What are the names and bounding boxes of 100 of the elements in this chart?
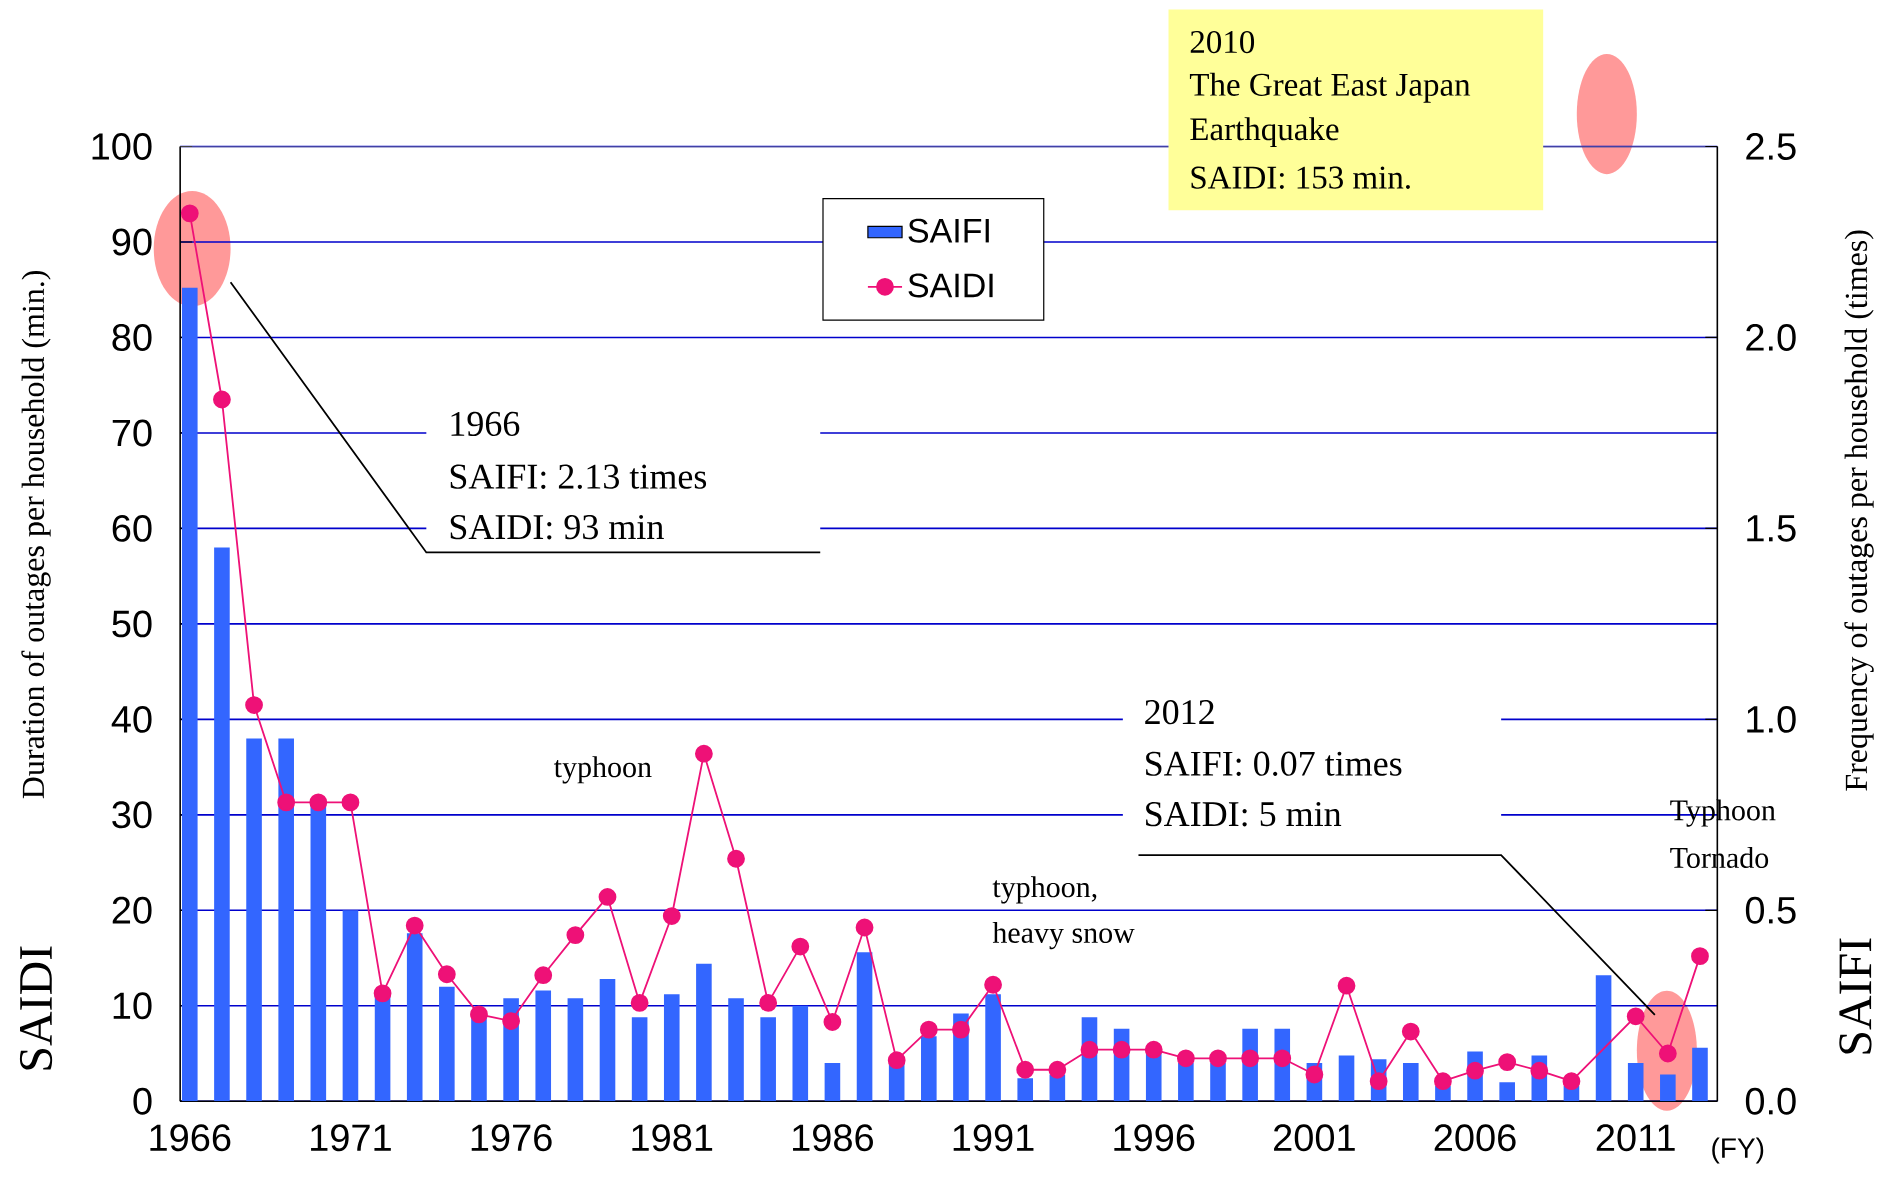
y-tick-label: 70: [112, 419, 152, 447]
annotation: 1966: [451, 411, 520, 437]
bar: [631, 1017, 648, 1102]
x-tick-label: 1986: [793, 1124, 873, 1152]
bar: [856, 952, 873, 1102]
y2-tick-label: 2.5: [1746, 133, 1796, 160]
point: [1530, 1061, 1549, 1080]
annotation: SAIFI: 2.13 times: [450, 464, 707, 489]
bar: [1595, 975, 1612, 1102]
point: [277, 793, 296, 812]
x-tick-label: 1996: [1114, 1124, 1195, 1152]
y-tick-label: 90: [112, 228, 152, 256]
bar: [471, 1017, 487, 1102]
bar: [214, 547, 230, 1102]
bar: [342, 910, 359, 1102]
point: [887, 1051, 906, 1070]
point: [919, 1020, 938, 1039]
x-tick-label: 1981: [632, 1124, 713, 1152]
x-tick-label: 1991: [953, 1124, 1034, 1152]
point: [1080, 1040, 1099, 1059]
bar: [1338, 1055, 1355, 1102]
point: [598, 888, 617, 906]
point: [470, 1005, 488, 1024]
bar: [760, 1017, 776, 1102]
annotation: 2012: [1145, 700, 1214, 725]
point: [373, 984, 392, 1003]
y-tick-label: 20: [112, 896, 152, 924]
point: [1337, 976, 1356, 995]
point: [759, 994, 778, 1012]
point: [1144, 1040, 1163, 1059]
point: [1466, 1061, 1484, 1080]
point: [791, 937, 810, 956]
bar: [181, 287, 198, 1102]
y-tick-label: 40: [111, 705, 152, 733]
x-axis-title: (FY): [1712, 1137, 1764, 1164]
bar: [663, 994, 680, 1102]
point: [1016, 1060, 1035, 1079]
y-tick-label: 0: [133, 1087, 152, 1115]
point: [1626, 1007, 1645, 1026]
annotation: SAIDI: 153 min.: [1191, 166, 1410, 189]
y-tick-label: 50: [112, 610, 152, 638]
point: [1176, 1049, 1195, 1068]
x-tick-label: 1966: [150, 1124, 231, 1152]
y2-tick-label: 1.0: [1747, 705, 1796, 733]
point: [952, 1020, 970, 1039]
bar: [278, 738, 294, 1102]
point: [1112, 1040, 1131, 1059]
point: [502, 1012, 520, 1030]
point: [534, 966, 553, 985]
point: [1401, 1022, 1420, 1041]
point: [1434, 1072, 1452, 1091]
annotation: typhoon,: [992, 876, 1097, 904]
bar: [1627, 1063, 1644, 1102]
y2-tick-label: 2.0: [1746, 324, 1796, 351]
y2-tick-label: 0.0: [1745, 1087, 1796, 1115]
bar: [567, 998, 584, 1102]
point: [309, 793, 328, 812]
annotation: Earthquake: [1190, 117, 1339, 148]
bar: [792, 1005, 809, 1102]
point: [437, 965, 456, 984]
text: 2010: [1190, 30, 1255, 54]
point: [630, 994, 649, 1012]
point: [984, 975, 1002, 994]
point: [694, 744, 713, 763]
point: [405, 916, 424, 935]
bar: [824, 1063, 841, 1102]
point: [341, 793, 360, 812]
bar: [406, 933, 423, 1102]
point: [1048, 1060, 1067, 1079]
y-tick-label: 60: [112, 514, 152, 542]
bar: [599, 979, 616, 1102]
legend-label: SAIDI: [908, 273, 993, 298]
legend-label: SAIFI: [908, 218, 989, 243]
point: [245, 696, 263, 714]
bar: [728, 998, 744, 1102]
y2-tick-label: 1.5: [1747, 515, 1796, 542]
x-tick-label: 2001: [1274, 1124, 1355, 1152]
point: [1209, 1049, 1227, 1068]
point: [1305, 1065, 1324, 1084]
bar: [1402, 1063, 1419, 1102]
y2-axis-title: Frequency of outages per household (times): [1844, 230, 1874, 791]
point: [1498, 1053, 1517, 1071]
annotation: SAIDI: 5 min: [1146, 802, 1342, 827]
annotation: heavy snow: [992, 921, 1135, 950]
point: [1691, 947, 1709, 966]
bar: [1499, 1082, 1515, 1102]
bar: [921, 1036, 937, 1102]
point: [1241, 1049, 1260, 1068]
point: [823, 1013, 842, 1031]
annotation: typhoon: [553, 756, 652, 784]
bar: [985, 994, 1001, 1102]
annotation: SAIFI: 0.07 times: [1146, 751, 1402, 776]
annotation: SAIDI: 93 min: [450, 515, 664, 540]
bar: [1017, 1078, 1034, 1102]
y-axis-title: Duration of outages per household (min.): [21, 270, 51, 799]
x-tick-label: 1971: [311, 1124, 391, 1152]
bar: [1692, 1047, 1708, 1102]
text: The Great East Japan: [1189, 72, 1471, 103]
bar: [535, 990, 552, 1102]
point: [213, 390, 231, 409]
